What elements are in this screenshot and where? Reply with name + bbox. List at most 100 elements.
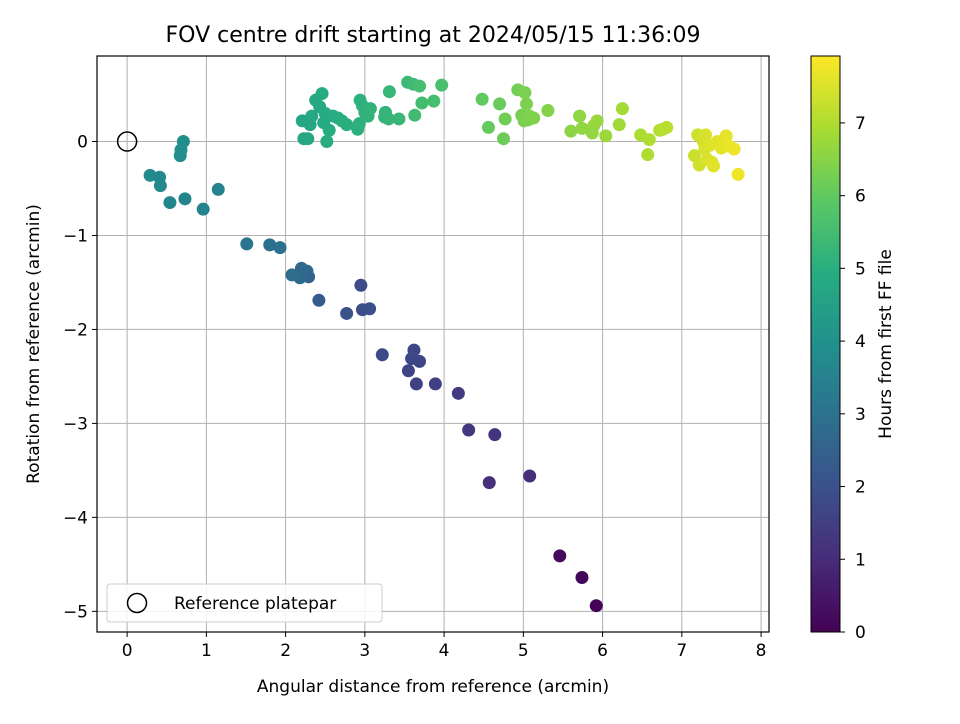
scatter-point: [408, 108, 422, 122]
scatter-points: [143, 75, 745, 613]
x-tick-label: 7: [676, 641, 687, 661]
scatter-point: [427, 94, 441, 108]
colorbar-tick-label: 0: [855, 623, 866, 643]
colorbar-tick-label: 1: [855, 550, 866, 570]
colorbar-tick-label: 2: [855, 478, 866, 498]
scatter-point: [305, 109, 319, 123]
colorbar-tick-label: 3: [855, 405, 866, 425]
grid: [97, 56, 769, 632]
scatter-point: [575, 121, 589, 135]
reference-platepar-marker: [116, 131, 138, 152]
y-axis-label: Rotation from reference (arcmin): [24, 204, 44, 484]
scatter-point: [641, 148, 655, 162]
scatter-point: [413, 79, 427, 93]
scatter-point: [589, 599, 603, 613]
colorbar-tick-label: 6: [855, 187, 866, 207]
scatter-point: [196, 202, 210, 216]
scatter-point: [178, 192, 192, 206]
x-axis-ticks: 0 1 2 3 4 5 6 7 8: [122, 632, 767, 661]
x-tick-label: 2: [280, 641, 291, 661]
legend-reference-label: Reference platepar: [174, 594, 336, 614]
scatter-point: [612, 118, 626, 132]
x-tick-label: 4: [439, 641, 450, 661]
scatter-point: [143, 168, 157, 182]
scatter-point: [553, 549, 567, 563]
scatter-point: [315, 87, 329, 101]
scatter-point: [498, 112, 512, 126]
scatter-point: [482, 476, 496, 490]
scatter-point: [375, 348, 389, 362]
scatter-point: [573, 109, 587, 123]
scatter-point: [301, 132, 315, 146]
scatter-point: [451, 386, 465, 400]
scatter-point: [488, 428, 502, 442]
legend: Reference platepar: [106, 583, 383, 623]
scatter-point: [462, 423, 476, 437]
x-tick-label: 0: [122, 641, 133, 661]
scatter-point: [401, 364, 415, 378]
scatter-point: [699, 128, 713, 142]
scatter-point: [564, 124, 578, 138]
scatter-point: [392, 112, 406, 126]
scatter-point: [493, 97, 507, 111]
colorbar-tick-label: 5: [855, 259, 866, 279]
colorbar-gradient: [810, 55, 841, 633]
y-tick-label: −5: [63, 602, 88, 622]
scatter-point: [320, 135, 334, 149]
scatter-point: [363, 102, 377, 116]
x-tick-label: 6: [597, 641, 608, 661]
scatter-point: [363, 302, 377, 316]
scatter-point: [415, 96, 429, 110]
scatter-point: [211, 182, 225, 196]
y-tick-label: −2: [63, 320, 88, 340]
scatter-point: [352, 117, 366, 131]
scatter-point: [719, 129, 733, 143]
scatter-point: [541, 103, 555, 117]
colorbar-tick-label: 7: [855, 114, 866, 134]
scatter-point: [475, 92, 489, 106]
scatter-point: [163, 196, 177, 210]
scatter-point: [497, 132, 511, 146]
scatter-point: [599, 129, 613, 143]
scatter-point: [409, 377, 423, 391]
y-tick-label: 0: [77, 133, 88, 153]
scatter-point: [518, 86, 532, 100]
scatter-point: [263, 238, 277, 252]
y-axis-ticks: 0 −1 −2 −3 −4 −5: [63, 133, 97, 622]
scatter-point: [660, 120, 674, 134]
scatter-point: [435, 78, 449, 92]
scatter-point: [481, 120, 495, 134]
colorbar-tick-label: 4: [855, 332, 866, 352]
colorbar: 0 1 2 3 4 5 6 7 Hours from first FF file: [810, 55, 896, 643]
scatter-point: [520, 97, 534, 111]
scatter-point: [382, 112, 396, 126]
scatter-point: [312, 293, 326, 307]
colorbar-ticks: 0 1 2 3 4 5 6 7: [840, 114, 866, 643]
y-tick-label: −4: [63, 508, 88, 528]
x-tick-label: 8: [756, 641, 767, 661]
scatter-point: [428, 377, 442, 391]
scatter-point: [285, 268, 299, 282]
scatter-point: [354, 278, 368, 292]
scatter-point: [707, 159, 721, 173]
x-tick-label: 1: [201, 641, 212, 661]
legend-box: [106, 583, 383, 623]
scatter-point: [273, 241, 287, 255]
scatter-point: [615, 102, 629, 116]
reference-marker-layer: [116, 131, 138, 152]
scatter-point: [642, 133, 656, 147]
scatter-point: [590, 114, 604, 128]
legend-reference-marker: [126, 592, 148, 614]
plot-frame: [96, 55, 770, 633]
scatter-point: [527, 111, 541, 125]
y-tick-label: −1: [63, 226, 88, 246]
scatter-point: [731, 167, 745, 181]
scatter-point: [382, 85, 396, 99]
scatter-point: [322, 123, 336, 137]
scatter-point: [523, 469, 537, 483]
scatter-point: [340, 306, 354, 320]
x-axis-label: Angular distance from reference (arcmin): [257, 677, 609, 697]
scatter-point: [240, 237, 254, 251]
